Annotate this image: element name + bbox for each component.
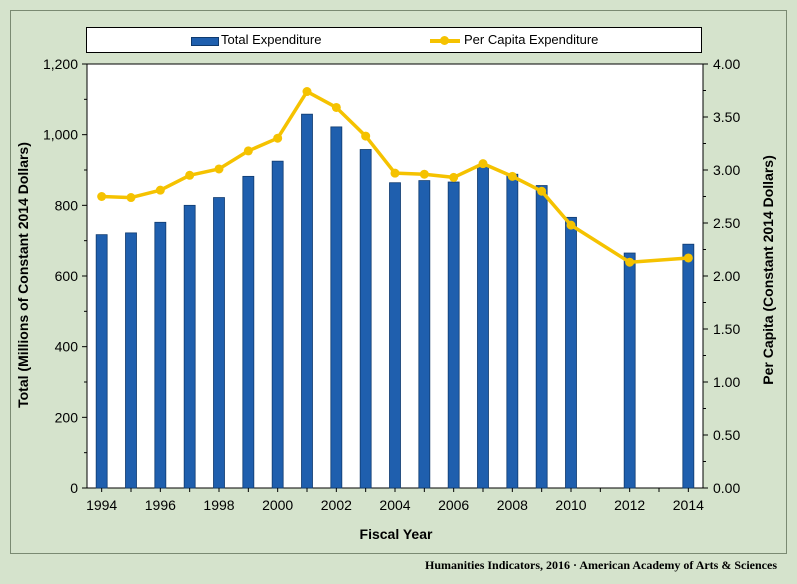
point-per-capita-2006 <box>449 172 459 182</box>
y-tick-label: 400 <box>55 339 79 355</box>
bar-total-2012 <box>623 252 636 489</box>
point-per-capita-2002 <box>331 102 341 112</box>
point-per-capita-1994 <box>97 192 107 201</box>
y-tick-label: 0 <box>70 480 78 496</box>
y2-tick-label: 4.00 <box>713 56 740 72</box>
bar-total-1998 <box>213 197 225 489</box>
x-tick-label: 2004 <box>379 497 410 513</box>
y2-tick-label: 1.00 <box>713 374 740 390</box>
x-tick-label: 2002 <box>321 497 352 513</box>
point-per-capita-2012 <box>625 257 635 267</box>
x-tick-label: 2008 <box>497 497 528 513</box>
legend-label-total: Total Expenditure <box>221 32 322 47</box>
y2-tick-label: 2.00 <box>713 268 740 284</box>
bar-total-2008 <box>506 173 519 489</box>
point-per-capita-2004 <box>390 168 400 178</box>
x-axis-title: Fiscal Year <box>360 526 433 542</box>
y-tick-label: 800 <box>55 197 79 213</box>
source-footer: Humanities Indicators, 2016 · American A… <box>425 558 777 572</box>
bar-total-2001 <box>301 113 313 489</box>
x-tick-label: 2006 <box>438 497 469 513</box>
y-axis-title: Total (Millions of Constant 2014 Dollars… <box>15 142 31 408</box>
x-tick-label: 2012 <box>614 497 645 513</box>
x-tick-label: 2010 <box>555 497 586 513</box>
point-per-capita-2001 <box>302 87 312 97</box>
point-per-capita-1997 <box>185 170 195 180</box>
y2-tick-label: 3.00 <box>713 162 740 178</box>
y2-tick-label: 0.50 <box>713 427 740 443</box>
point-per-capita-2000 <box>273 133 283 143</box>
point-per-capita-1996 <box>155 185 165 195</box>
point-per-capita-1999 <box>243 146 253 156</box>
bar-total-2004 <box>389 182 401 489</box>
bar-total-2000 <box>271 160 284 489</box>
y-tick-label: 200 <box>55 409 79 425</box>
point-per-capita-1995 <box>126 193 136 203</box>
point-per-capita-2008 <box>507 171 517 181</box>
y-tick-label: 1,000 <box>43 127 78 143</box>
bar-total-2007 <box>477 166 489 489</box>
y-tick-label: 600 <box>55 268 79 284</box>
bar-total-1995 <box>125 232 137 489</box>
bar-total-2009 <box>535 185 548 489</box>
bar-total-2003 <box>359 149 372 489</box>
legend-label-per-capita: Per Capita Expenditure <box>464 32 599 47</box>
point-per-capita-2014 <box>683 253 693 263</box>
x-tick-label: 1998 <box>203 497 234 513</box>
legend-marker-per-capita <box>440 36 449 45</box>
bar-total-2006 <box>447 181 460 489</box>
x-tick-label: 1996 <box>145 497 176 513</box>
x-tick-label: 1994 <box>86 497 117 513</box>
bar-total-2005 <box>418 180 431 489</box>
bar-total-1999 <box>242 175 255 489</box>
legend-swatch-total <box>191 37 219 46</box>
point-per-capita-2009 <box>537 186 547 196</box>
bar-total-2010 <box>565 216 577 489</box>
bar-total-1994 <box>95 234 108 489</box>
y2-tick-label: 0.00 <box>713 480 740 496</box>
point-per-capita-2003 <box>361 131 371 141</box>
bar-total-2002 <box>330 126 343 489</box>
point-per-capita-1998 <box>214 164 224 174</box>
y-tick-label: 1,200 <box>43 56 78 72</box>
y2-tick-label: 3.50 <box>713 109 740 125</box>
point-per-capita-2007 <box>478 159 488 169</box>
legend: Total Expenditure Per Capita Expenditure <box>86 27 702 53</box>
y2-tick-label: 1.50 <box>713 321 740 337</box>
x-tick-label: 2000 <box>262 497 293 513</box>
point-per-capita-2005 <box>419 169 429 179</box>
y2-tick-label: 2.50 <box>713 215 740 231</box>
x-tick-label: 2014 <box>673 497 704 513</box>
bar-total-1997 <box>183 204 196 489</box>
bar-total-2014 <box>682 243 695 489</box>
bar-total-1996 <box>154 221 167 489</box>
y2-axis-title: Per Capita (Constant 2014 Dollars) <box>760 155 776 385</box>
point-per-capita-2010 <box>566 220 576 230</box>
